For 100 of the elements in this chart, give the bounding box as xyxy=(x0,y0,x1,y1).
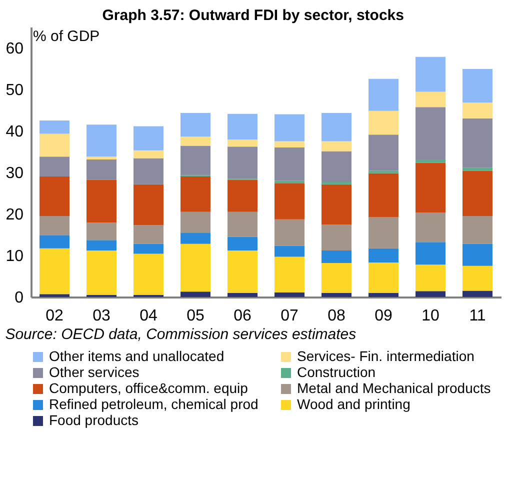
bar xyxy=(322,112,352,142)
x-tick-label: 07 xyxy=(280,308,298,324)
bar xyxy=(274,147,304,181)
legend-label: Other items and unallocated xyxy=(49,348,224,364)
bar xyxy=(274,256,304,292)
bar xyxy=(180,292,210,297)
x-tick-label: 08 xyxy=(328,308,346,324)
bar xyxy=(86,124,116,157)
bar xyxy=(40,294,70,297)
bar xyxy=(462,290,492,297)
y-tick-label: 10 xyxy=(6,248,24,265)
bar xyxy=(134,158,164,184)
bar xyxy=(228,114,258,140)
bar xyxy=(368,217,398,248)
legend-label: Metal and Mechanical products xyxy=(297,380,491,396)
bar xyxy=(462,102,492,118)
bar xyxy=(322,151,352,182)
bar xyxy=(274,180,304,184)
y-tick-label: 20 xyxy=(6,206,24,224)
source-note: Source: OECD data, Commission services estimates xyxy=(5,326,357,343)
bar xyxy=(416,291,446,297)
y-tick-label: 30 xyxy=(6,164,24,182)
bar xyxy=(134,184,164,226)
bar xyxy=(322,250,352,263)
bar xyxy=(322,184,352,225)
bar xyxy=(40,134,70,157)
bar xyxy=(322,262,352,293)
bar xyxy=(416,107,446,160)
bar xyxy=(180,136,210,146)
y-tick-label: 0 xyxy=(14,290,24,306)
bar xyxy=(416,162,446,213)
x-tick-label: 11 xyxy=(469,308,486,324)
bar xyxy=(86,250,116,295)
bar xyxy=(228,212,258,237)
bar xyxy=(40,176,70,216)
bar xyxy=(368,173,398,218)
legend-label: Other services xyxy=(49,364,140,380)
y-tick-label: 40 xyxy=(6,123,24,140)
bar xyxy=(180,212,210,234)
x-tick-label: 10 xyxy=(422,308,440,324)
bar xyxy=(368,170,398,174)
bar xyxy=(368,262,398,293)
bar xyxy=(462,266,492,291)
bar xyxy=(134,225,164,244)
bar xyxy=(86,180,116,223)
legend-label: Construction xyxy=(297,364,376,380)
legend-label: Refined petroleum, chemical prod xyxy=(49,396,258,412)
bar xyxy=(86,156,116,160)
bar xyxy=(40,248,70,294)
bar xyxy=(274,141,304,148)
bar xyxy=(274,219,304,246)
bar xyxy=(228,250,258,293)
bar xyxy=(368,292,398,297)
y-tick-label: 60 xyxy=(6,40,24,58)
x-tick-label: 02 xyxy=(46,308,64,324)
bar xyxy=(274,246,304,257)
legend-label: Food products xyxy=(49,412,138,428)
bar xyxy=(322,292,352,297)
bar xyxy=(134,244,164,254)
bar xyxy=(274,114,304,142)
bar xyxy=(228,146,258,179)
bar xyxy=(40,235,70,248)
bar xyxy=(228,236,258,250)
bar xyxy=(368,78,398,111)
bar xyxy=(416,56,446,92)
bar xyxy=(134,126,164,150)
bar xyxy=(274,183,304,220)
bar xyxy=(40,156,70,177)
y-tick-label: 50 xyxy=(6,82,24,99)
bar xyxy=(228,180,258,212)
bar xyxy=(40,216,70,236)
bar xyxy=(180,244,210,292)
bar xyxy=(134,254,164,295)
bar xyxy=(228,140,258,147)
bar xyxy=(462,118,492,168)
bar xyxy=(462,170,492,216)
bar xyxy=(462,68,492,103)
bar xyxy=(416,212,446,242)
bar xyxy=(322,224,352,250)
bar xyxy=(416,160,446,163)
bar xyxy=(416,92,446,108)
bar xyxy=(416,242,446,265)
bar xyxy=(180,176,210,212)
y-axis-title: % of GDP xyxy=(33,28,100,45)
bar xyxy=(462,216,492,244)
bar xyxy=(368,110,398,135)
legend-label: Computers, office&comm. equip xyxy=(49,380,248,396)
bar xyxy=(86,240,116,250)
bar xyxy=(180,146,210,176)
x-tick-label: 09 xyxy=(374,308,392,324)
bar xyxy=(180,112,210,137)
bar xyxy=(86,222,116,240)
legend-label: Services- Fin. intermediation xyxy=(297,348,474,364)
legend-label: Wood and printing xyxy=(297,396,410,412)
bar xyxy=(322,141,352,152)
bar xyxy=(180,233,210,244)
bar xyxy=(322,182,352,184)
bar xyxy=(274,292,304,297)
bar xyxy=(228,292,258,297)
x-tick-label: 03 xyxy=(92,308,110,324)
